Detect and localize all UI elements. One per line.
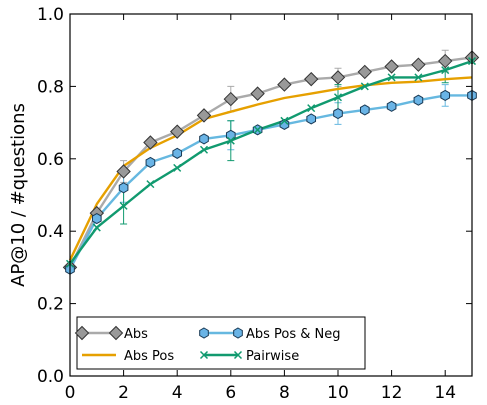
data-point-abs-pos-and-neg (440, 89, 451, 102)
axis-ticks: 0 2 4 6 8 10 12 14 0.0 0.2 0.4 0.6 0.8 1.0 (37, 5, 472, 403)
legend-marker-abs (74, 325, 90, 341)
data-point-abs (196, 108, 212, 123)
data-point-abs-pos-and-neg (306, 113, 317, 125)
y-tick-label: 0.6 (37, 150, 64, 170)
data-point-abs-pos-and-neg (333, 107, 343, 120)
legend-marker-abs (108, 325, 124, 341)
data-point-pairwise (360, 82, 369, 91)
data-point-abs (169, 124, 185, 139)
series-line-abs-pos-and-neg (68, 94, 472, 270)
legend-marker-abs-pos-and-neg (199, 327, 209, 339)
y-tick-label: 1.0 (37, 5, 64, 25)
legend-marker-pairwise (199, 350, 209, 360)
legend-marker-pairwise (233, 350, 243, 360)
data-point-abs (357, 64, 373, 80)
data-point-abs-pos-and-neg (413, 94, 424, 106)
data-point-pairwise (253, 125, 262, 134)
data-point-pairwise (226, 136, 235, 145)
data-point-pairwise (119, 201, 128, 210)
data-point-abs-pos-and-neg (172, 147, 183, 159)
legend-marker-abs-pos-and-neg (233, 327, 243, 339)
x-tick-label: 2 (118, 383, 129, 403)
data-point-pairwise (199, 145, 209, 154)
x-tick-label: 0 (65, 383, 76, 403)
data-point-abs-pos-and-neg (225, 129, 236, 141)
data-point-abs (116, 164, 131, 179)
x-tick-label: 8 (279, 383, 290, 403)
data-point-abs (250, 86, 265, 101)
legend-label-abs-pos-and-neg: Abs Pos & Neg (246, 327, 341, 342)
data-point-abs (223, 91, 239, 107)
legend-label-pairwise: Pairwise (246, 349, 299, 364)
data-point-pairwise (333, 93, 343, 102)
series-line-abs-pos (68, 76, 473, 261)
data-point-abs-pos-and-neg (91, 212, 102, 225)
data-point-pairwise (92, 223, 101, 232)
data-point-abs-pos-and-neg (145, 156, 156, 168)
x-tick-label: 10 (327, 383, 349, 403)
data-point-abs (143, 135, 158, 150)
x-tick-label: 6 (225, 383, 236, 403)
series-markers (62, 50, 480, 275)
x-tick-label: 4 (172, 383, 183, 403)
y-tick-label: 0.0 (37, 367, 64, 387)
data-point-abs-pos-and-neg (118, 182, 129, 194)
data-point-pairwise (280, 116, 289, 125)
y-tick-label: 0.4 (37, 222, 64, 242)
data-point-abs (277, 77, 292, 92)
x-tick-label: 14 (434, 383, 456, 403)
x-tick-label: 12 (381, 383, 403, 403)
legend-box (76, 316, 366, 370)
data-point-pairwise (146, 180, 155, 189)
data-point-abs (330, 70, 346, 85)
data-point-abs (303, 71, 319, 87)
legend-label-abs: Abs (124, 327, 148, 342)
data-point-abs-pos-and-neg (199, 133, 209, 145)
data-point-pairwise (441, 66, 450, 75)
series-lines (68, 56, 473, 270)
data-point-abs-pos-and-neg (359, 104, 370, 116)
legend: Abs Abs Pos Abs Pos & Neg Pairwise (74, 316, 366, 370)
data-point-abs (437, 53, 453, 69)
data-point-abs-pos-and-neg (386, 100, 397, 112)
data-point-pairwise (414, 73, 423, 82)
data-point-pairwise (173, 163, 182, 172)
plot-frame (69, 13, 473, 377)
legend-label-abs-pos: Abs Pos (124, 349, 174, 364)
data-point-pairwise (307, 104, 316, 113)
y-tick-label: 0.2 (37, 295, 64, 315)
data-point-pairwise (387, 73, 396, 82)
y-tick-label: 0.8 (37, 77, 64, 97)
series-line-pairwise (69, 59, 473, 265)
y-axis-label: AP@10 / #questions (8, 103, 29, 287)
data-point-abs (411, 57, 426, 72)
data-point-abs (384, 59, 399, 74)
